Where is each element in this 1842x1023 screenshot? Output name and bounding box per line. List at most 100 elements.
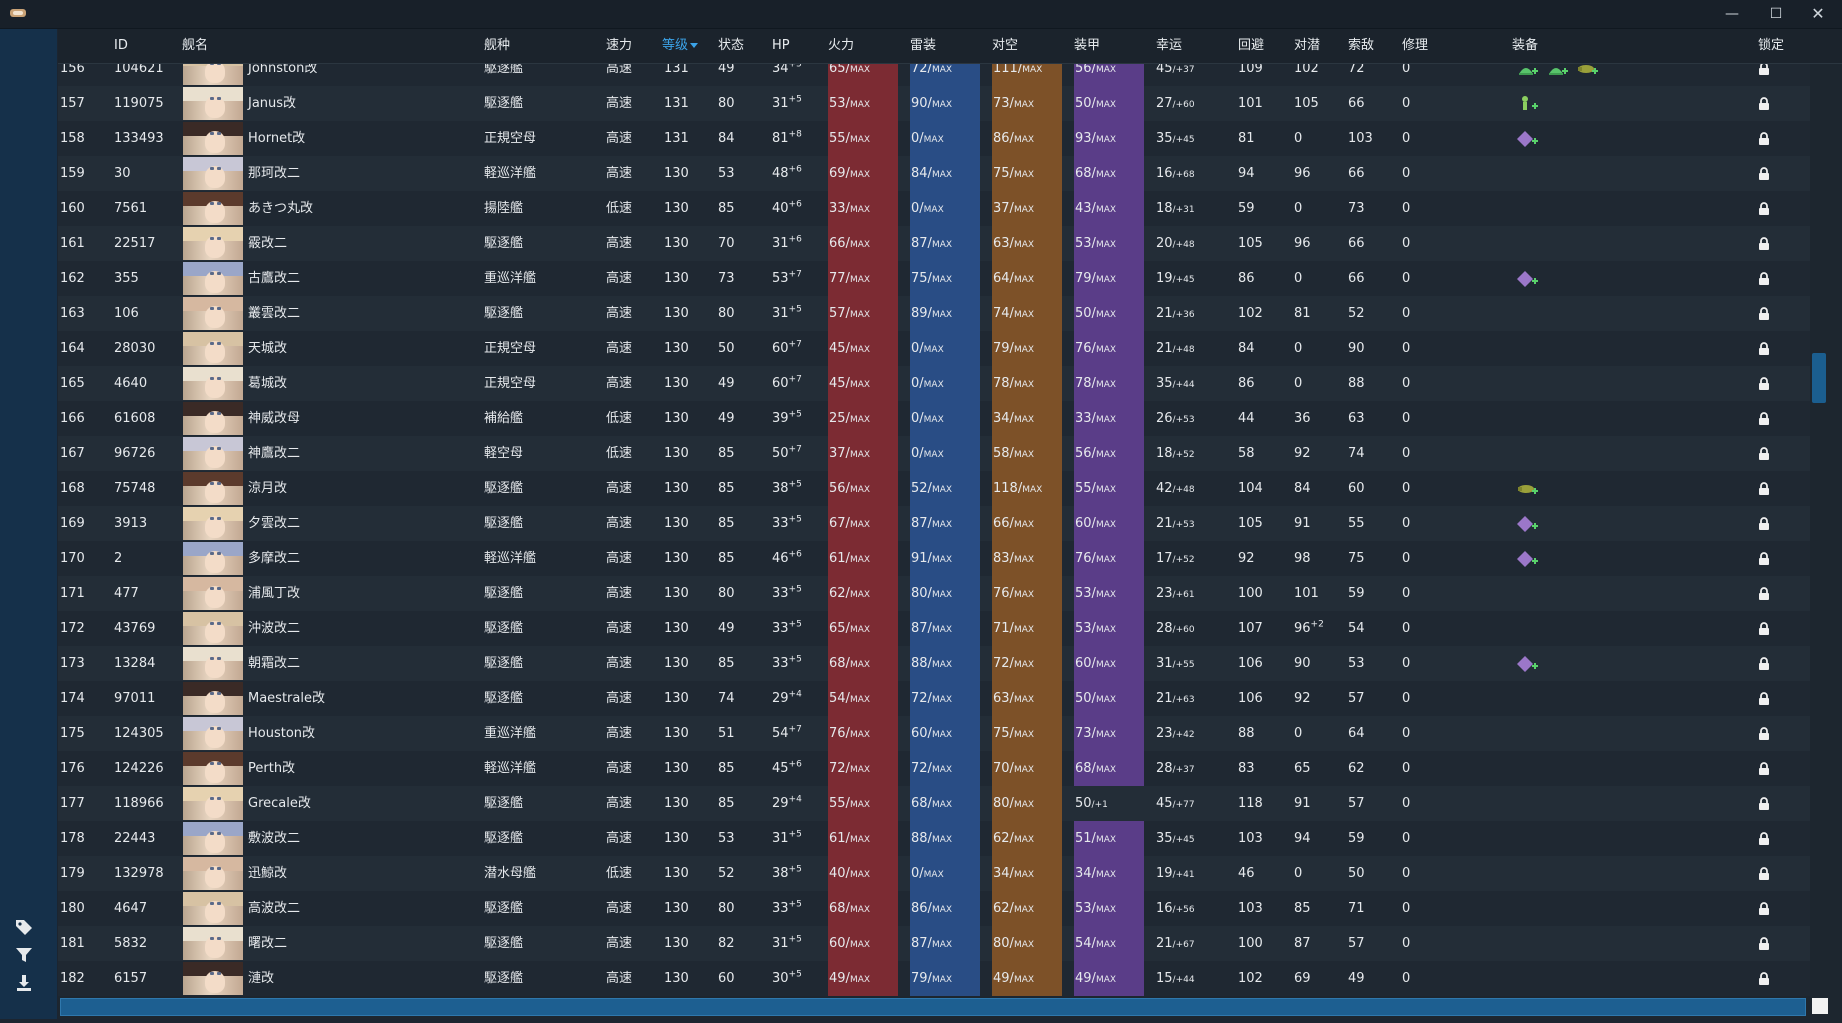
- table-row[interactable]: 165 4640 葛城改 正規空母 高速 130 49 60+7 45/MAX 0/MAX 78/M…: [58, 366, 1810, 401]
- header-type[interactable]: 舰种: [484, 38, 511, 53]
- lock-icon[interactable]: [1758, 587, 1770, 600]
- table-row[interactable]: 162 355 古鷹改二 重巡洋艦 高速 130 73 53+7 77/MAX 75/MAX 64/…: [58, 261, 1810, 296]
- purple-diamond-equip-icon[interactable]: [1516, 515, 1538, 533]
- table-row[interactable]: 157 119075 Janus改 駆逐艦 高速 131 80 31+5 53/MAX 90/MA…: [58, 86, 1810, 121]
- header-luck[interactable]: 幸运: [1156, 38, 1183, 53]
- header-fire[interactable]: 火力: [828, 38, 855, 53]
- table-row[interactable]: 178 22443 敷波改二 駆逐艦 高速 130 53 31+5 61/MAX 88/MAX 62…: [58, 821, 1810, 856]
- header-los[interactable]: 索敌: [1348, 38, 1375, 53]
- table-row[interactable]: 179 132978 迅鯨改 潜水母艦 低速 130 52 38+5 40/MAX 0/MAX 34…: [58, 856, 1810, 891]
- table-row[interactable]: 158 133493 Hornet改 正規空母 高速 131 84 81+8 55/MAX 0/M…: [58, 121, 1810, 156]
- purple-diamond-equip-icon[interactable]: [1516, 270, 1538, 288]
- lock-icon[interactable]: [1758, 517, 1770, 530]
- header-id[interactable]: ID: [114, 38, 128, 53]
- table-row[interactable]: 160 7561 あきつ丸改 揚陸艦 低速 130 85 40+6 33/MAX 0/MAX 37/…: [58, 191, 1810, 226]
- table-row[interactable]: 177 118966 Grecale改 駆逐艦 高速 130 85 29+4 55/MAX 68/…: [58, 786, 1810, 821]
- purple-diamond-equip-icon[interactable]: [1516, 550, 1538, 568]
- max-label: MAX: [1013, 450, 1035, 460]
- header-repair[interactable]: 修理: [1402, 38, 1429, 53]
- table-row[interactable]: 156 104621 Johnston改 駆逐艦 高速 131 49 34+5 65/MAX 72…: [58, 63, 1810, 86]
- olive-aircraft-equip-icon[interactable]: [1516, 480, 1538, 498]
- table-row[interactable]: 182 6157 漣改 駆逐艦 高速 130 60 30+5 49/MAX 79/MAX 49/MA…: [58, 961, 1810, 996]
- table-row[interactable]: 173 13284 朝霜改二 駆逐艦 高速 130 85 33+5 68/MAX 88/MAX 72…: [58, 646, 1810, 681]
- table-row[interactable]: 168 75748 涼月改 駆逐艦 高速 130 85 38+5 56/MAX 52/MAX 118…: [58, 471, 1810, 506]
- table-row[interactable]: 166 61608 神威改母 補給艦 低速 130 49 39+5 25/MAX 0/MAX 34/…: [58, 401, 1810, 436]
- lock-icon[interactable]: [1758, 622, 1770, 635]
- header-evasion[interactable]: 回避: [1238, 38, 1265, 53]
- lock-icon[interactable]: [1758, 132, 1770, 145]
- lock-icon[interactable]: [1758, 902, 1770, 915]
- lock-icon[interactable]: [1758, 272, 1770, 285]
- lock-icon[interactable]: [1758, 482, 1770, 495]
- table-row[interactable]: 171 477 浦風丁改 駆逐艦 高速 130 80 33+5 62/MAX 80/MAX 76/M…: [58, 576, 1810, 611]
- repair-time: 0: [1402, 341, 1411, 356]
- max-label: MAX: [1095, 65, 1117, 75]
- header-cond[interactable]: 状态: [718, 38, 745, 53]
- lock-icon[interactable]: [1758, 97, 1770, 110]
- filter-icon[interactable]: [14, 945, 36, 967]
- green-figure-equip-icon[interactable]: [1516, 95, 1538, 113]
- lock-icon[interactable]: [1758, 412, 1770, 425]
- table-row[interactable]: 176 124226 Perth改 軽巡洋艦 高速 130 85 45+6 72/MAX 72/M…: [58, 751, 1810, 786]
- header-torp[interactable]: 雷装: [910, 38, 937, 53]
- table-row[interactable]: 175 124305 Houston改 重巡洋艦 高速 130 51 54+7 76/MAX 60…: [58, 716, 1810, 751]
- minimize-button[interactable]: —: [1725, 6, 1739, 22]
- vertical-scrollbar-thumb[interactable]: [1812, 353, 1826, 403]
- ship-hp: 40+6: [772, 191, 822, 226]
- stat-line-of-sight: 62: [1348, 761, 1365, 776]
- header-name[interactable]: 舰名: [182, 38, 209, 53]
- max-label: MAX: [1095, 870, 1117, 880]
- table-row[interactable]: 169 3913 夕雲改二 駆逐艦 高速 130 85 33+5 67/MAX 87/MAX 66/…: [58, 506, 1810, 541]
- header-asw[interactable]: 对潜: [1294, 38, 1321, 53]
- lock-icon[interactable]: [1758, 167, 1770, 180]
- close-button[interactable]: ✕: [1811, 4, 1825, 23]
- lock-icon[interactable]: [1758, 972, 1770, 985]
- table-row[interactable]: 170 2 多摩改二 軽巡洋艦 高速 130 85 46+6 61/MAX 91/MAX 83/MA…: [58, 541, 1810, 576]
- header-equip[interactable]: 装备: [1512, 38, 1539, 53]
- green-dome-equip-icon[interactable]: [1516, 63, 1538, 78]
- horizontal-scrollbar[interactable]: [60, 998, 1806, 1016]
- header-level[interactable]: 等级: [662, 29, 699, 63]
- lock-icon[interactable]: [1758, 832, 1770, 845]
- ship-hp: 48+6: [772, 156, 822, 191]
- green-dome-equip-icon[interactable]: [1546, 63, 1568, 78]
- header-speed[interactable]: 速力: [606, 38, 633, 53]
- lock-icon[interactable]: [1758, 937, 1770, 950]
- lock-icon[interactable]: [1758, 237, 1770, 250]
- lock-icon[interactable]: [1758, 692, 1770, 705]
- table-row[interactable]: 164 28030 天城改 正規空母 高速 130 50 60+7 45/MAX 0/MAX 79/…: [58, 331, 1810, 366]
- lock-icon[interactable]: [1758, 552, 1770, 565]
- lock-icon[interactable]: [1758, 307, 1770, 320]
- lock-icon[interactable]: [1758, 657, 1770, 670]
- lock-icon[interactable]: [1758, 447, 1770, 460]
- lock-icon[interactable]: [1758, 377, 1770, 390]
- table-row[interactable]: 172 43769 沖波改二 駆逐艦 高速 130 49 33+5 65/MAX 87/MAX 71…: [58, 611, 1810, 646]
- lock-icon[interactable]: [1758, 342, 1770, 355]
- purple-diamond-equip-icon[interactable]: [1516, 130, 1538, 148]
- lock-icon[interactable]: [1758, 762, 1770, 775]
- header-aa[interactable]: 对空: [992, 38, 1019, 53]
- header-armor[interactable]: 装甲: [1074, 38, 1101, 53]
- lock-icon[interactable]: [1758, 797, 1770, 810]
- stat-asw: 0: [1294, 261, 1344, 296]
- table-row[interactable]: 161 22517 霰改二 駆逐艦 高速 130 70 31+6 66/MAX 87/MAX 63/…: [58, 226, 1810, 261]
- lock-icon[interactable]: [1758, 727, 1770, 740]
- table-row[interactable]: 180 4647 高波改二 駆逐艦 高速 130 80 33+5 68/MAX 86/MAX 62/…: [58, 891, 1810, 926]
- table-row[interactable]: 181 5832 曙改二 駆逐艦 高速 130 82 31+5 60/MAX 87/MAX 80/M…: [58, 926, 1810, 961]
- table-row[interactable]: 174 97011 Maestrale改 駆逐艦 高速 130 74 29+4 54/MAX 72…: [58, 681, 1810, 716]
- table-row[interactable]: 159 30 那珂改二 軽巡洋艦 高速 130 53 48+6 69/MAX 84/MAX 75/M…: [58, 156, 1810, 191]
- purple-diamond-equip-icon[interactable]: [1516, 655, 1538, 673]
- header-lock[interactable]: 锁定: [1758, 38, 1785, 53]
- table-row[interactable]: 167 96726 神鷹改二 軽空母 低速 130 85 50+7 37/MAX 0/MAX 58/…: [58, 436, 1810, 471]
- header-hp[interactable]: HP: [772, 38, 790, 53]
- olive-aircraft-equip-icon[interactable]: [1576, 63, 1598, 78]
- maximize-button[interactable]: ☐: [1769, 6, 1783, 22]
- tag-icon[interactable]: [14, 917, 36, 939]
- lock-icon[interactable]: [1758, 63, 1770, 75]
- table-row[interactable]: 163 106 叢雲改二 駆逐艦 高速 130 80 31+5 57/MAX 89/MAX 74/M…: [58, 296, 1810, 331]
- download-icon[interactable]: [14, 973, 36, 995]
- lock-icon[interactable]: [1758, 202, 1770, 215]
- stat-armor-value: 53: [1075, 621, 1092, 636]
- lock-icon[interactable]: [1758, 867, 1770, 880]
- vertical-scrollbar-track[interactable]: [1810, 63, 1842, 1023]
